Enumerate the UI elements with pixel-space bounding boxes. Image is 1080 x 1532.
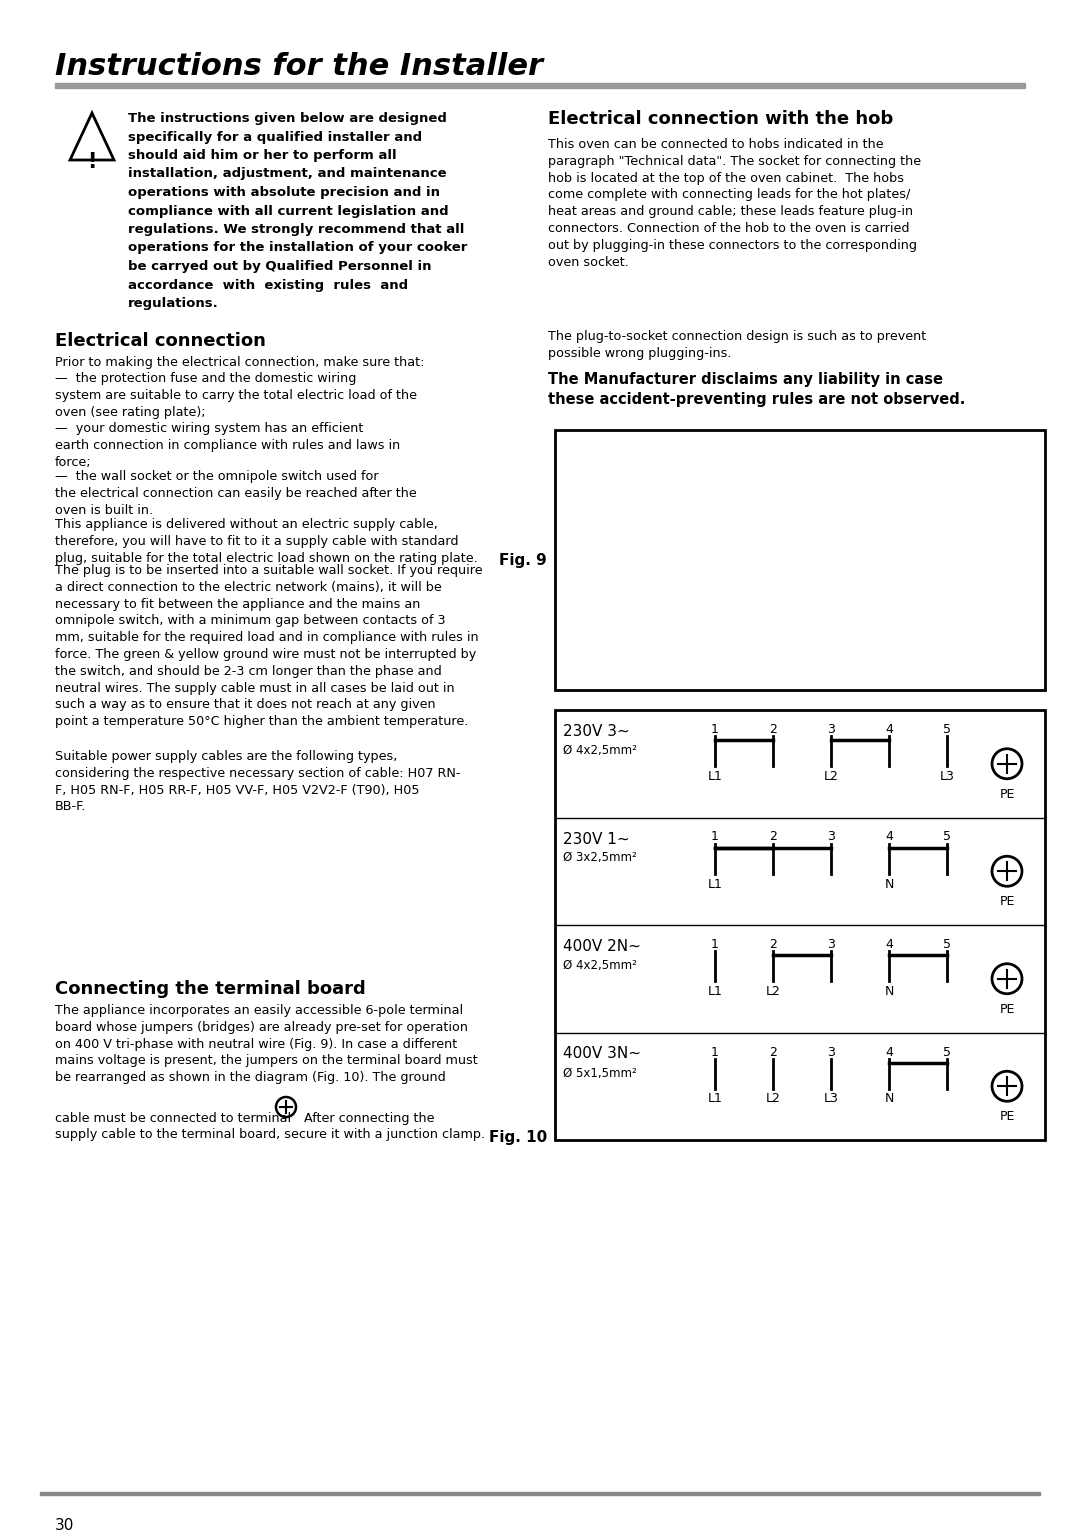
Bar <box>555 430 1045 689</box>
Text: L3: L3 <box>824 1092 838 1106</box>
Text: installation, adjustment, and maintenance: installation, adjustment, and maintenanc… <box>129 167 447 181</box>
Bar <box>555 709 1045 1140</box>
Text: operations for the installation of your cooker: operations for the installation of your … <box>129 242 468 254</box>
Text: N: N <box>885 985 893 997</box>
Text: Connecting the terminal board: Connecting the terminal board <box>55 980 366 997</box>
Text: Electrical connection: Electrical connection <box>55 332 266 349</box>
Text: 400V 3N~: 400V 3N~ <box>563 1046 642 1062</box>
Text: 5: 5 <box>943 938 951 951</box>
Text: Fig. 9: Fig. 9 <box>499 553 546 567</box>
Text: 30: 30 <box>55 1518 75 1532</box>
Text: should aid him or her to perform all: should aid him or her to perform all <box>129 149 396 162</box>
Bar <box>55 83 1025 87</box>
Text: This appliance is delivered without an electric supply cable,
therefore, you wil: This appliance is delivered without an e… <box>55 518 477 565</box>
Text: 4: 4 <box>886 1045 893 1059</box>
Text: L1: L1 <box>707 878 723 890</box>
Text: —  the wall socket or the omnipole switch used for
the electrical connection can: — the wall socket or the omnipole switch… <box>55 470 417 516</box>
Text: 4: 4 <box>886 938 893 951</box>
Text: —  your domestic wiring system has an efficient
earth connection in compliance w: — your domestic wiring system has an eff… <box>55 421 401 469</box>
Text: PE: PE <box>999 895 1015 908</box>
Text: The plug is to be inserted into a suitable wall socket. If you require
a direct : The plug is to be inserted into a suitab… <box>55 564 483 728</box>
Text: cable must be connected to terminal: cable must be connected to terminal <box>55 1112 292 1124</box>
Text: Prior to making the electrical connection, make sure that:: Prior to making the electrical connectio… <box>55 355 424 369</box>
Text: 1: 1 <box>711 830 719 844</box>
Text: 2: 2 <box>769 723 777 735</box>
Text: 1: 1 <box>711 938 719 951</box>
Text: 400V 2N~: 400V 2N~ <box>563 939 640 954</box>
Text: L1: L1 <box>707 1092 723 1106</box>
Text: L3: L3 <box>940 771 955 783</box>
Text: operations with absolute precision and in: operations with absolute precision and i… <box>129 185 440 199</box>
Text: The plug-to-socket connection design is such as to prevent
possible wrong pluggi: The plug-to-socket connection design is … <box>548 329 927 360</box>
Text: This oven can be connected to hobs indicated in the
paragraph "Technical data". : This oven can be connected to hobs indic… <box>548 138 921 268</box>
Text: 5: 5 <box>943 723 951 735</box>
Text: After connecting the: After connecting the <box>300 1112 434 1124</box>
Text: The appliance incorporates an easily accessible 6-pole terminal
board whose jump: The appliance incorporates an easily acc… <box>55 1003 477 1085</box>
Text: 230V 1~: 230V 1~ <box>563 832 630 847</box>
Text: L1: L1 <box>707 771 723 783</box>
Text: supply cable to the terminal board, secure it with a junction clamp.: supply cable to the terminal board, secu… <box>55 1128 485 1141</box>
Text: L2: L2 <box>824 771 838 783</box>
Text: N: N <box>885 878 893 890</box>
Text: Ø 3x2,5mm²: Ø 3x2,5mm² <box>563 852 637 864</box>
Text: Electrical connection with the hob: Electrical connection with the hob <box>548 110 893 129</box>
Text: 3: 3 <box>827 938 835 951</box>
Text: Suitable power supply cables are the following types,
considering the respective: Suitable power supply cables are the fol… <box>55 751 460 813</box>
Text: Instructions for the Installer: Instructions for the Installer <box>55 52 543 81</box>
Text: The instructions given below are designed: The instructions given below are designe… <box>129 112 447 126</box>
Text: 5: 5 <box>943 830 951 844</box>
Text: PE: PE <box>999 1111 1015 1123</box>
Text: regulations. We strongly recommend that all: regulations. We strongly recommend that … <box>129 224 464 236</box>
Text: Ø 4x2,5mm²: Ø 4x2,5mm² <box>563 959 637 971</box>
Bar <box>40 1492 1040 1495</box>
Text: Ø 5x1,5mm²: Ø 5x1,5mm² <box>563 1066 637 1080</box>
Text: Ø 4x2,5mm²: Ø 4x2,5mm² <box>563 745 637 757</box>
Text: The Manufacturer disclaims any liability in case
these accident-preventing rules: The Manufacturer disclaims any liability… <box>548 372 966 408</box>
Text: !: ! <box>87 152 97 172</box>
Text: 3: 3 <box>827 1045 835 1059</box>
Text: 3: 3 <box>827 830 835 844</box>
Text: 5: 5 <box>943 1045 951 1059</box>
Text: compliance with all current legislation and: compliance with all current legislation … <box>129 204 448 218</box>
Text: L1: L1 <box>707 985 723 997</box>
Text: —  the protection fuse and the domestic wiring
system are suitable to carry the : — the protection fuse and the domestic w… <box>55 372 417 418</box>
Text: 2: 2 <box>769 830 777 844</box>
Text: L2: L2 <box>766 1092 781 1106</box>
Text: 230V 3~: 230V 3~ <box>563 725 630 738</box>
Text: 1: 1 <box>711 723 719 735</box>
Text: 1: 1 <box>711 1045 719 1059</box>
Text: N: N <box>885 1092 893 1106</box>
Text: 4: 4 <box>886 830 893 844</box>
Text: 2: 2 <box>769 938 777 951</box>
Text: 3: 3 <box>827 723 835 735</box>
Text: L2: L2 <box>766 985 781 997</box>
Text: be carryed out by Qualified Personnel in: be carryed out by Qualified Personnel in <box>129 260 432 273</box>
Text: specifically for a qualified installer and: specifically for a qualified installer a… <box>129 130 422 144</box>
Text: regulations.: regulations. <box>129 297 219 309</box>
Text: 2: 2 <box>769 1045 777 1059</box>
Text: Fig. 10: Fig. 10 <box>489 1131 546 1144</box>
Text: PE: PE <box>999 787 1015 801</box>
Text: accordance  with  existing  rules  and: accordance with existing rules and <box>129 279 408 291</box>
Text: 4: 4 <box>886 723 893 735</box>
Text: PE: PE <box>999 1003 1015 1016</box>
